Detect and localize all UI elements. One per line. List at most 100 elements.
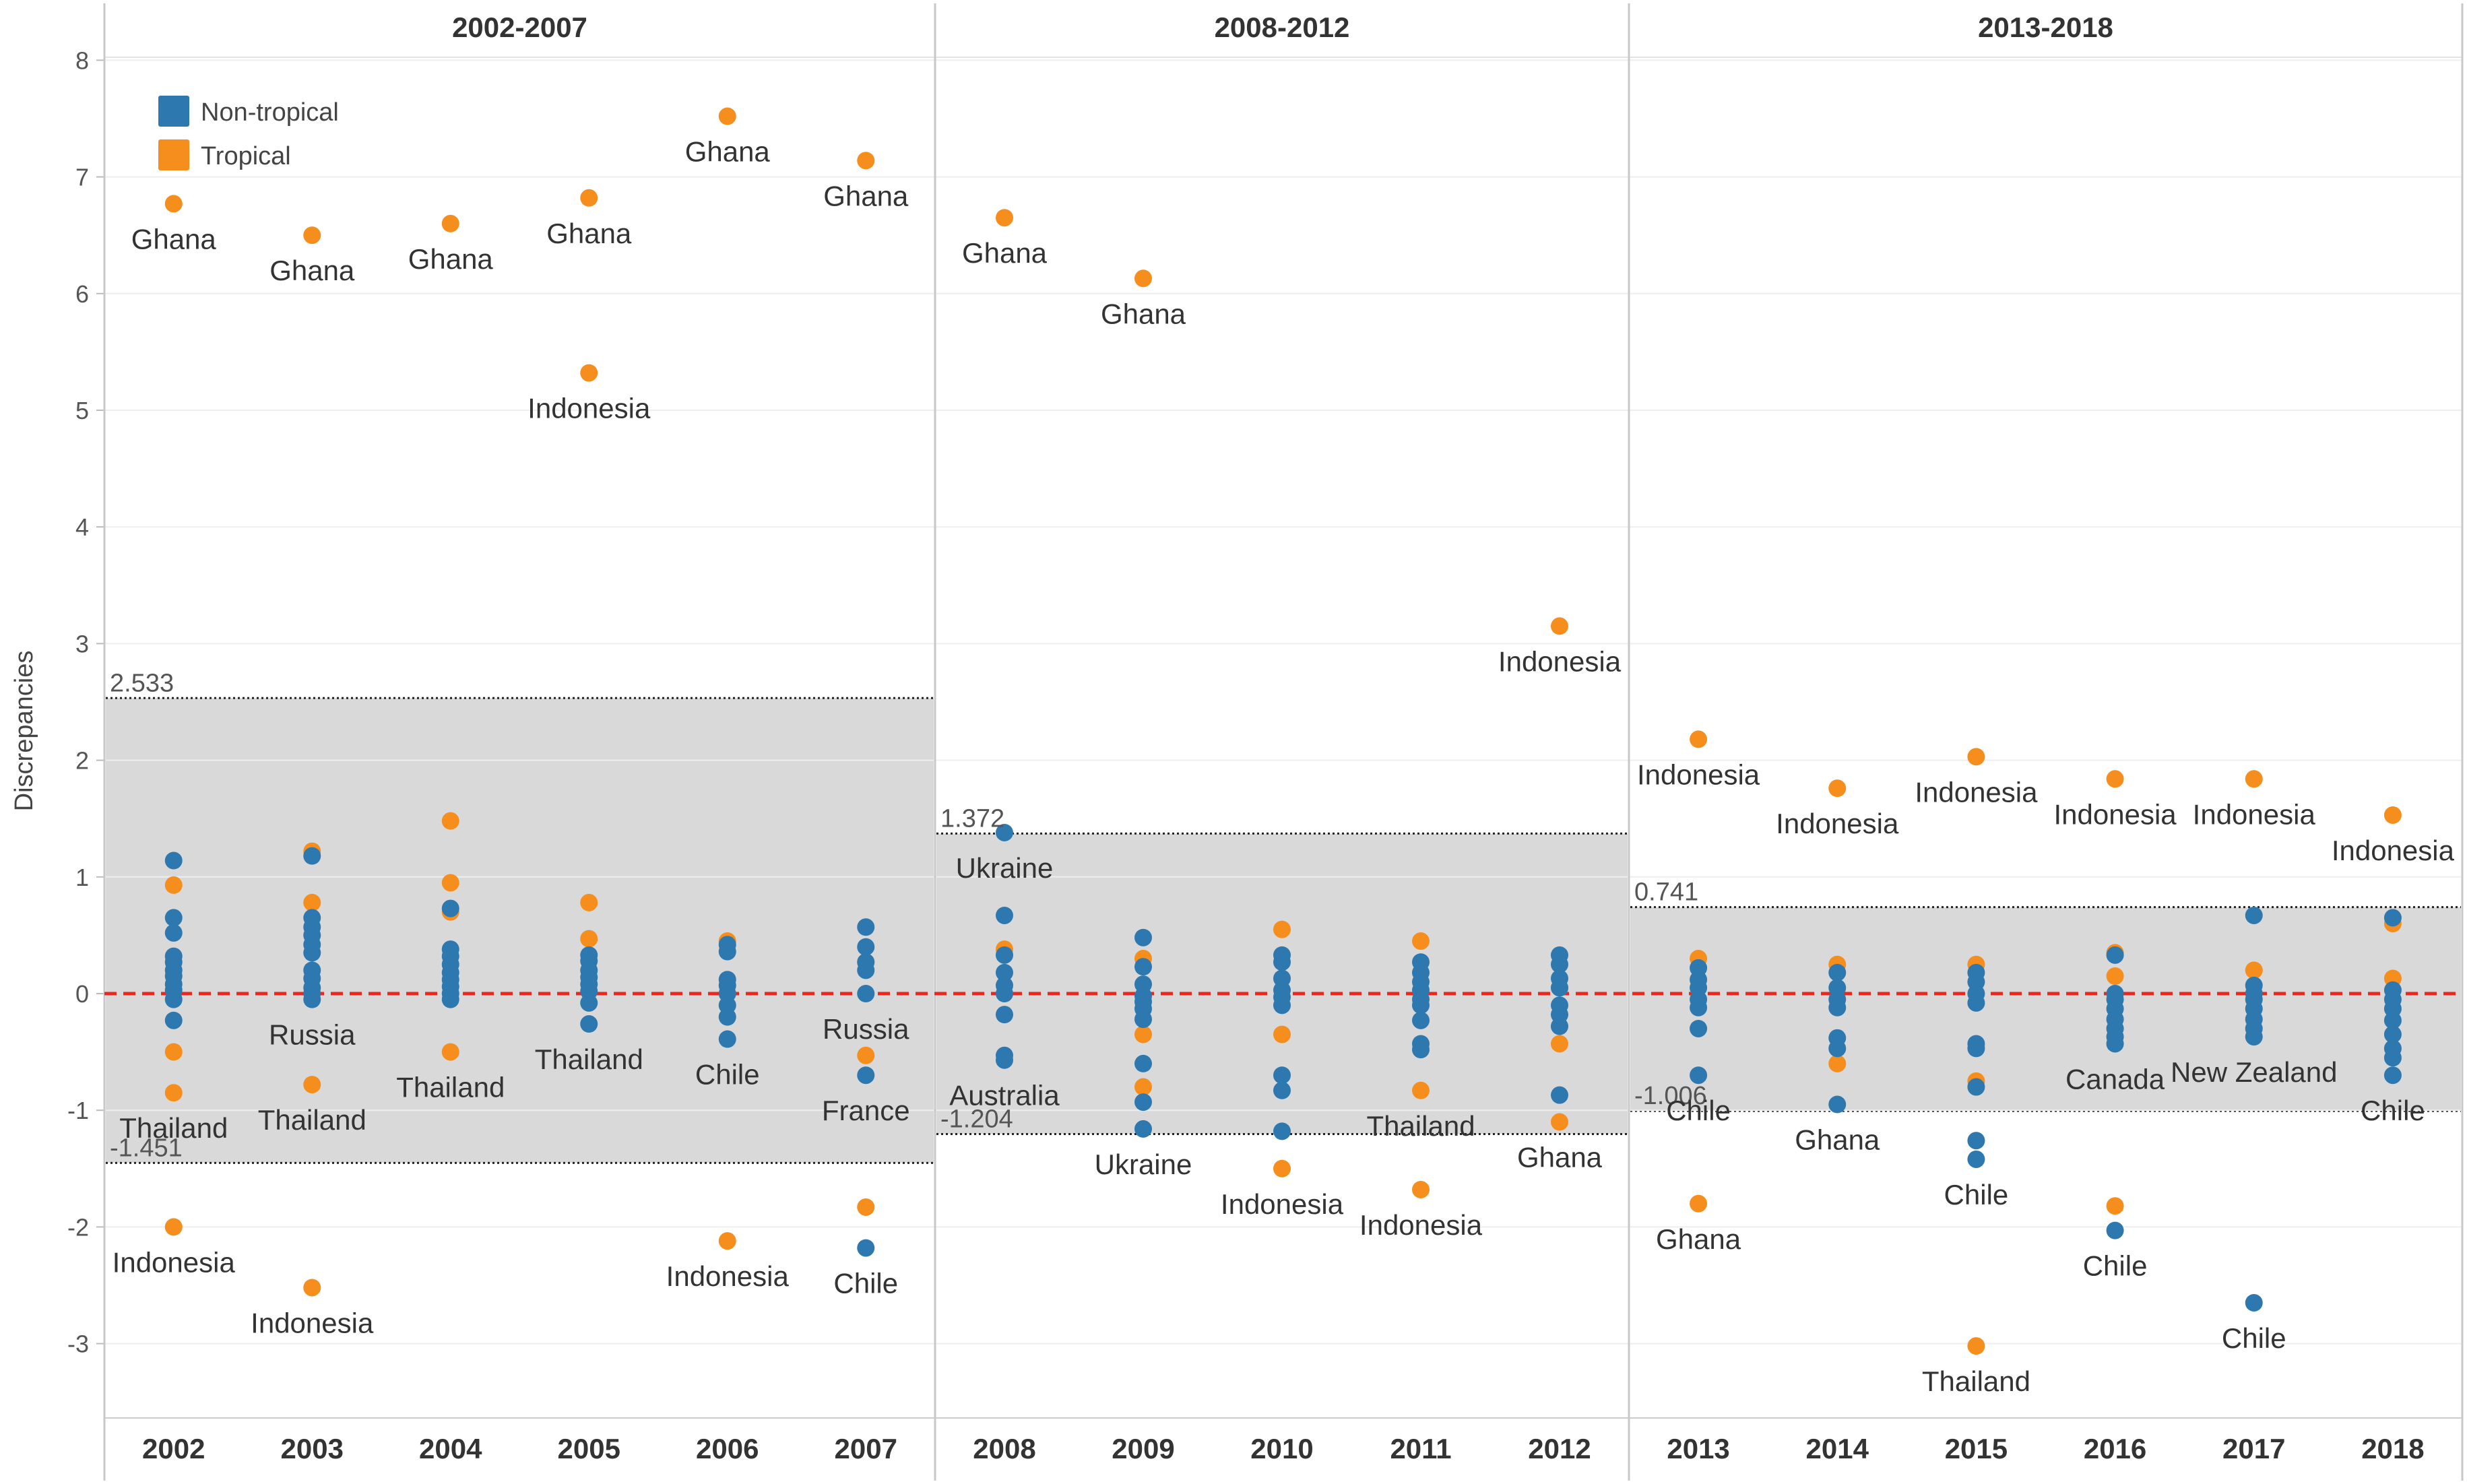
non-tropical-point (2383, 1025, 2402, 1043)
y-tick-label: -2 (67, 1213, 89, 1241)
y-tick-label: 2 (75, 747, 89, 775)
non-tropical-point (1690, 998, 1708, 1017)
non-tropical-point (580, 1015, 598, 1033)
tropical-point (1690, 1194, 1708, 1213)
country-label: Indonesia (1359, 1209, 1483, 1241)
non-tropical-point (1551, 979, 1568, 997)
non-tropical-point (1412, 996, 1430, 1014)
non-tropical-point (1134, 1120, 1152, 1138)
country-label: Indonesia (1637, 759, 1760, 790)
country-label: Indonesia (2054, 798, 2177, 830)
non-tropical-point (164, 851, 183, 870)
x-tick-label: 2014 (1806, 1433, 1869, 1464)
points-layer (164, 107, 2402, 1355)
tropical-point (1134, 1078, 1152, 1096)
band-upper-value: 0.741 (1634, 878, 1698, 907)
y-tick-label: 0 (75, 980, 89, 1008)
non-tropical-point (1828, 1095, 1847, 1114)
panel-title: 2002-2007 (452, 11, 587, 43)
tropical-point (1828, 1054, 1847, 1072)
tropical-point (1273, 1025, 1291, 1043)
panel-title: 2008-2012 (1215, 11, 1350, 43)
tropical-point (303, 1076, 321, 1094)
non-tropical-point (2245, 1028, 2263, 1046)
non-tropical-point (164, 909, 183, 927)
country-label: Ghana (269, 255, 355, 286)
country-label: Chile (833, 1268, 898, 1299)
country-label: Ghana (408, 243, 494, 275)
tropical-point (303, 1279, 321, 1297)
non-tropical-point (996, 985, 1013, 1002)
tropical-point (580, 364, 598, 382)
band-lower-value: -1.451 (110, 1134, 183, 1162)
country-label: Chile (695, 1059, 760, 1091)
x-tick-label: 2005 (558, 1433, 620, 1464)
band-layer (106, 697, 2461, 1164)
country-label: Thailand (1922, 1365, 2030, 1397)
country-label: Australia (949, 1080, 1060, 1111)
tropical-point (1967, 1337, 1985, 1355)
legend: Non-tropical Tropical (158, 96, 339, 170)
tropical-point (303, 226, 321, 245)
y-tick-label: 5 (75, 397, 89, 424)
non-tropical-point (718, 1030, 736, 1048)
x-tick-label: 2015 (1945, 1433, 2008, 1464)
non-tropical-point (2383, 1066, 2402, 1085)
tropical-point (2106, 770, 2124, 788)
non-tropical-point (1134, 1010, 1152, 1029)
band-upper-value: 1.372 (940, 804, 1004, 833)
non-tropical-point (1967, 1039, 1985, 1058)
reference-band (1630, 907, 2461, 1111)
x-tick-label: 2004 (419, 1433, 482, 1464)
tropical-point (718, 107, 736, 125)
non-tropical-point (1967, 1150, 1985, 1168)
non-tropical-point (1134, 1093, 1152, 1111)
tropical-point (857, 1046, 875, 1064)
x-tick-label: 2006 (696, 1433, 759, 1464)
non-tropical-point (303, 847, 321, 865)
frame-layer (103, 3, 2464, 1481)
country-label: Chile (2361, 1095, 2425, 1126)
non-tropical-point (1690, 1066, 1708, 1085)
y-tick-label: -1 (67, 1097, 89, 1124)
tropical-point (580, 930, 598, 948)
tropical-point (1412, 1081, 1430, 1099)
non-tropical-point (996, 1006, 1013, 1024)
tropical-point (580, 189, 598, 207)
country-label: Chile (1944, 1179, 2009, 1211)
country-label: Ghana (1517, 1142, 1603, 1173)
non-tropical-point (996, 946, 1013, 964)
y-tick-label: 1 (75, 864, 89, 891)
tropical-point (1551, 1113, 1568, 1131)
non-tropical-point (2383, 1011, 2402, 1029)
tropical-point (2383, 806, 2402, 825)
tropical-point (1690, 730, 1708, 748)
tropical-point (164, 1218, 183, 1236)
tropical-point (2106, 1197, 2124, 1215)
legend-swatch-tropical (158, 139, 189, 170)
country-label: Chile (2222, 1322, 2286, 1354)
tropical-point (857, 1198, 875, 1216)
x-tick-label: 2013 (1667, 1433, 1729, 1464)
non-tropical-point (2383, 1049, 2402, 1067)
country-label: Indonesia (666, 1260, 790, 1292)
tropical-point (2245, 770, 2263, 788)
legend-swatch-non-tropical (158, 96, 189, 127)
non-tropical-point (857, 961, 875, 979)
non-tropical-point (1551, 955, 1568, 973)
non-tropical-point (1967, 994, 1985, 1012)
country-label: Indonesia (527, 393, 651, 424)
country-label: Russia (269, 1019, 356, 1051)
reference-band (106, 698, 934, 1163)
x-tick-label: 2012 (1528, 1433, 1591, 1464)
x-tick-label: 2016 (2084, 1433, 2146, 1464)
non-tropical-point (857, 938, 875, 956)
non-tropical-point (1273, 1066, 1291, 1085)
non-tropical-point (164, 924, 183, 942)
tropical-point (1412, 1180, 1430, 1198)
tropical-point (441, 812, 459, 830)
non-tropical-point (1273, 996, 1291, 1014)
x-tick-label: 2017 (2222, 1433, 2285, 1464)
non-tropical-point (1412, 1011, 1430, 1029)
